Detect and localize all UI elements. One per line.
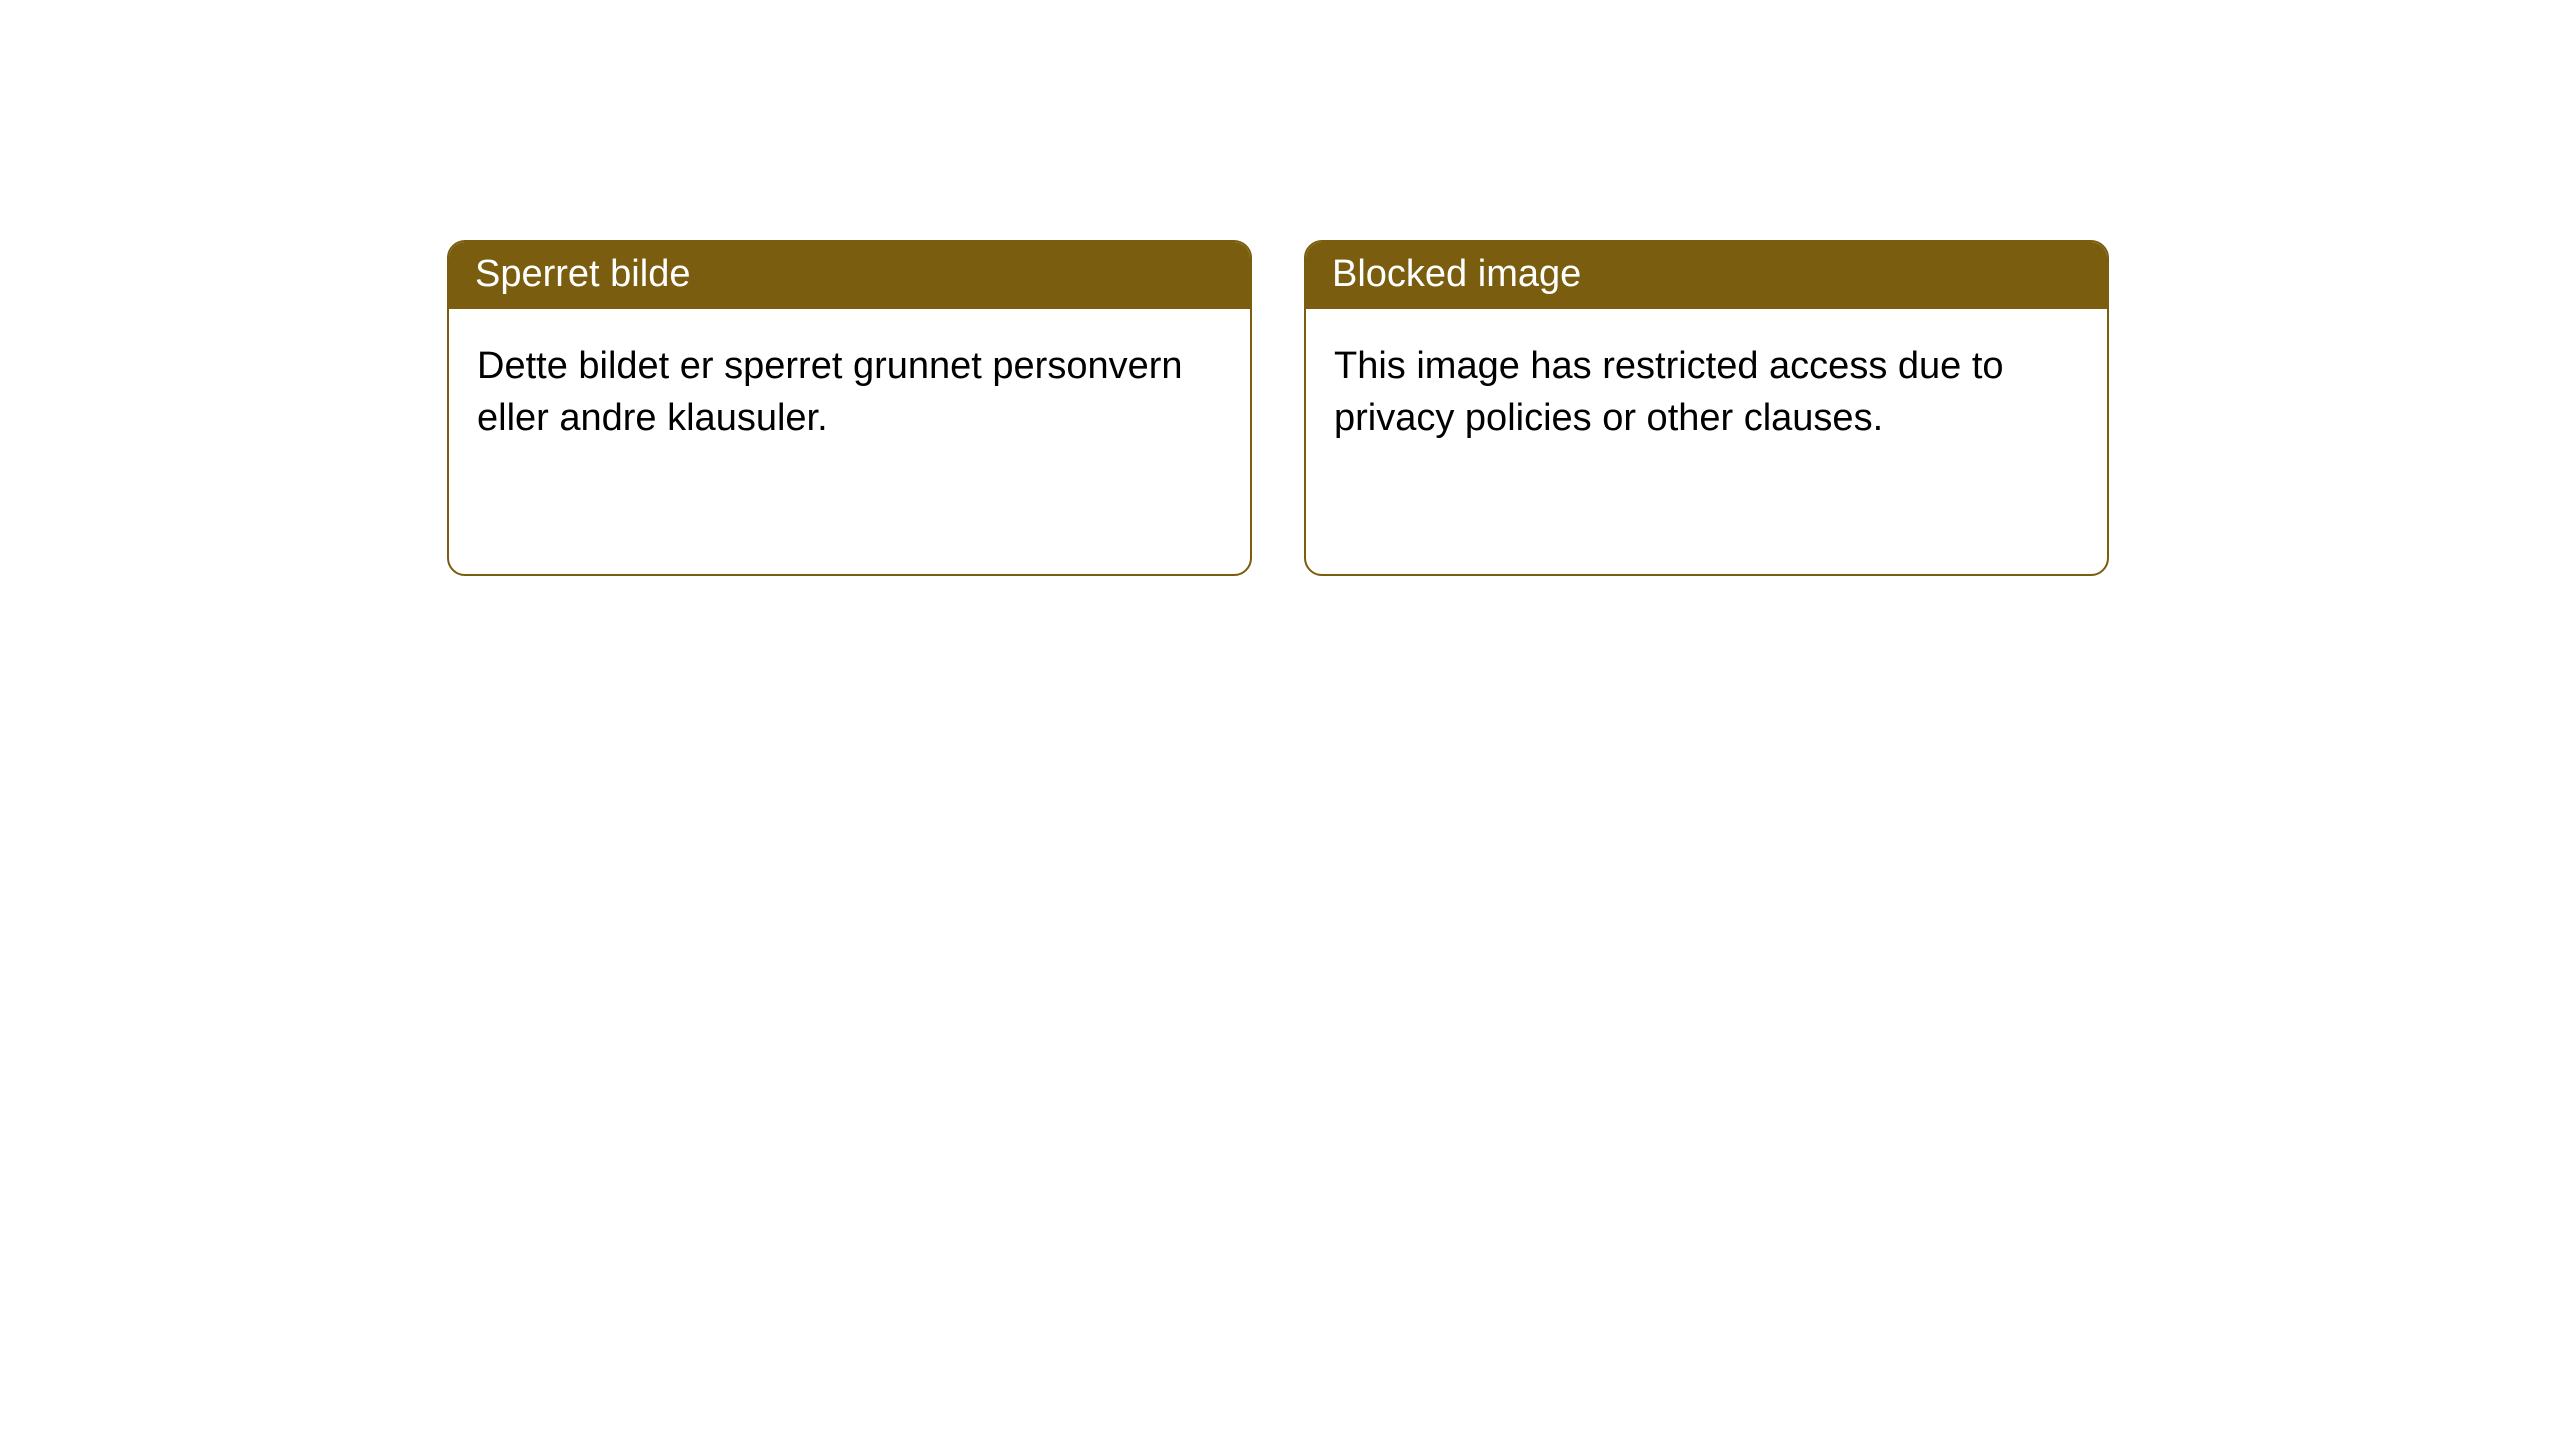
notice-card-body: This image has restricted access due to … xyxy=(1306,309,2107,574)
notice-card-english: Blocked image This image has restricted … xyxy=(1304,240,2109,576)
notice-card-body: Dette bildet er sperret grunnet personve… xyxy=(449,309,1250,574)
notice-container: Sperret bilde Dette bildet er sperret gr… xyxy=(0,0,2560,576)
notice-card-title: Sperret bilde xyxy=(449,242,1250,309)
notice-card-title: Blocked image xyxy=(1306,242,2107,309)
notice-card-norwegian: Sperret bilde Dette bildet er sperret gr… xyxy=(447,240,1252,576)
